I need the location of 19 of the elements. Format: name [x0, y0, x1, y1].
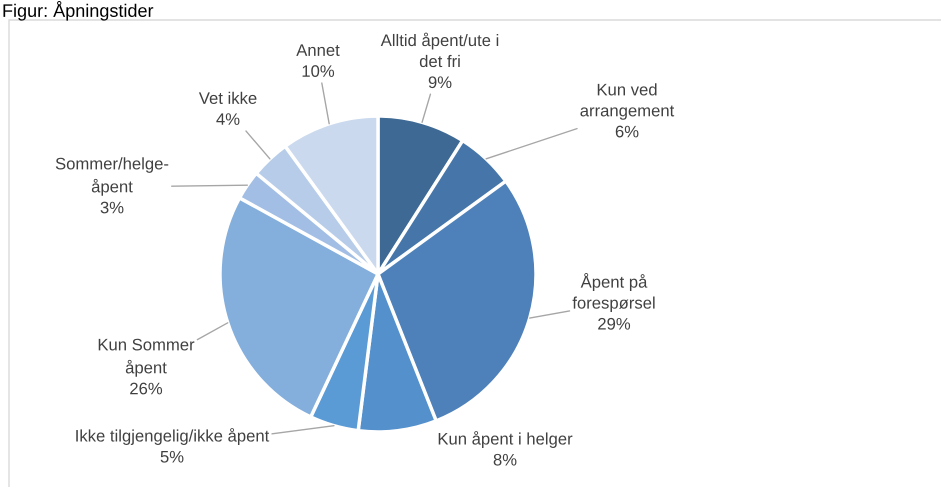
slice-label: Alltid åpent/ute i det fri: [380, 32, 498, 68]
slice-label: Åpent på forespørsel: [572, 273, 655, 312]
data-label: 3%: [100, 202, 124, 214]
data-label: 29%: [598, 318, 630, 330]
slice-label: Kun åpent i helger: [438, 431, 572, 448]
slice-label: Vet ikke: [198, 92, 256, 104]
data-label: 6%: [616, 126, 638, 138]
data-label: 9%: [428, 76, 452, 88]
data-label: 10%: [302, 65, 334, 77]
data-label: 5%: [160, 450, 184, 463]
data-label: 4%: [216, 113, 240, 125]
chart-title: Figur: Åpningstider: [3, 1, 154, 21]
slice-label: Kun ved arrangement: [580, 83, 674, 120]
slice-label: Kun Sommer åpent: [98, 338, 194, 377]
slice-label: Sommer/helge- åpent: [56, 157, 168, 196]
slice-label: Ikke tilgjengelig/ikke åpent: [76, 428, 270, 445]
slice-label: Annet: [296, 44, 340, 56]
data-label: 8%: [494, 454, 516, 466]
data-label: 26%: [130, 382, 162, 394]
